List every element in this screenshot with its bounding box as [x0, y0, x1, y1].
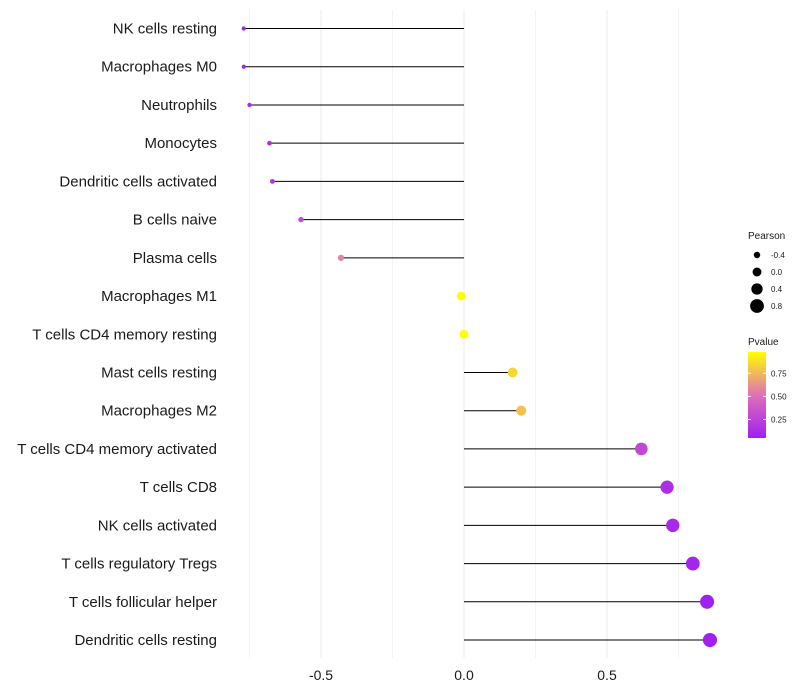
x-axis-ticks: -0.5 0.0 0.5: [309, 667, 617, 683]
data-point: [269, 178, 275, 184]
data-point: [247, 102, 252, 108]
y-axis-label: T cells follicular helper: [69, 594, 217, 611]
y-axis-label: Dendritic cells activated: [59, 173, 217, 190]
pearson-legend-label: 0.4: [771, 285, 783, 294]
data-point: [666, 518, 680, 533]
data-point: [700, 594, 715, 609]
y-axis-label: Neutrophils: [141, 97, 217, 114]
x-tick-label: -0.5: [309, 667, 333, 683]
pvalue-legend: Pvalue 0.25 0.50 0.75: [748, 337, 787, 438]
data-point: [337, 254, 345, 261]
pvalue-legend-label: 0.25: [771, 416, 787, 425]
data-point: [634, 442, 648, 456]
pvalue-legend-label: 0.50: [771, 392, 787, 401]
y-axis-label: Plasma cells: [133, 250, 217, 267]
y-axis-label: NK cells activated: [98, 517, 217, 534]
pearson-legend-key: [752, 267, 762, 277]
stems: [243, 28, 710, 641]
x-tick-label: 0.5: [597, 667, 617, 683]
grid-lines: [249, 10, 679, 658]
data-point: [507, 367, 518, 378]
data-point: [456, 291, 466, 301]
pearson-legend: Pearson -0.4 0.0 0.4 0.8: [748, 231, 785, 313]
y-axis-label: T cells CD4 memory activated: [17, 441, 217, 458]
pearson-legend-key: [751, 283, 763, 295]
data-point: [685, 556, 700, 571]
pvalue-legend-label: 0.75: [771, 369, 787, 378]
y-axis-label: B cells naive: [133, 212, 217, 229]
y-axis-labels: NK cells resting Macrophages M0 Neutrophil…: [17, 21, 217, 650]
pearson-legend-label: -0.4: [771, 251, 785, 260]
data-point: [459, 329, 469, 339]
y-axis-label: Mast cells resting: [101, 364, 217, 381]
y-axis-label: T cells regulatory Tregs: [61, 556, 217, 573]
x-tick-label: 0.0: [454, 667, 474, 683]
pearson-legend-key: [750, 299, 764, 313]
y-axis-label: T cells CD8: [140, 479, 217, 496]
data-point: [241, 26, 246, 31]
pvalue-legend-title: Pvalue: [748, 337, 779, 348]
y-axis-label: Macrophages M0: [101, 59, 217, 76]
data-point: [702, 632, 718, 648]
data-point: [516, 405, 527, 416]
data-point: [660, 480, 674, 494]
dots: [241, 26, 718, 648]
data-point: [267, 140, 272, 146]
pvalue-colorbar: [748, 352, 766, 438]
y-axis-label: T cells CD4 memory resting: [32, 326, 217, 343]
pearson-legend-label: 0.8: [771, 302, 783, 311]
y-axis-label: Monocytes: [144, 135, 217, 152]
data-point: [298, 216, 304, 223]
y-axis-label: Macrophages M2: [101, 403, 217, 420]
data-point: [241, 64, 246, 69]
y-axis-label: NK cells resting: [113, 21, 217, 38]
y-axis-label: Dendritic cells resting: [74, 632, 217, 649]
pearson-legend-label: 0.0: [771, 268, 783, 277]
pearson-legend-key: [753, 251, 761, 259]
y-axis-label: Macrophages M1: [101, 288, 217, 305]
pearson-legend-title: Pearson: [748, 231, 785, 242]
